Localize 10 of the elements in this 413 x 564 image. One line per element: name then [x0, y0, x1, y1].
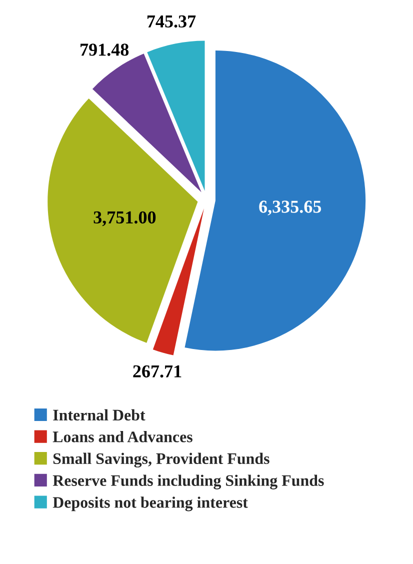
legend-label: Internal Debt	[53, 409, 146, 421]
data-label: 3,751.00	[94, 211, 156, 226]
data-label: 745.37	[147, 15, 196, 28]
legend-label: Small Savings, Provident Funds	[53, 452, 270, 468]
legend-label: Deposits not bearing interest	[52, 496, 248, 512]
data-label: 6,335.65	[259, 200, 322, 216]
legend-label: Reserve Funds including Sinking Funds	[52, 474, 324, 490]
legend-label: Loans and Advances	[52, 431, 192, 442]
data-label: 791.48	[80, 44, 129, 56]
data-label: 267.71	[133, 365, 182, 378]
